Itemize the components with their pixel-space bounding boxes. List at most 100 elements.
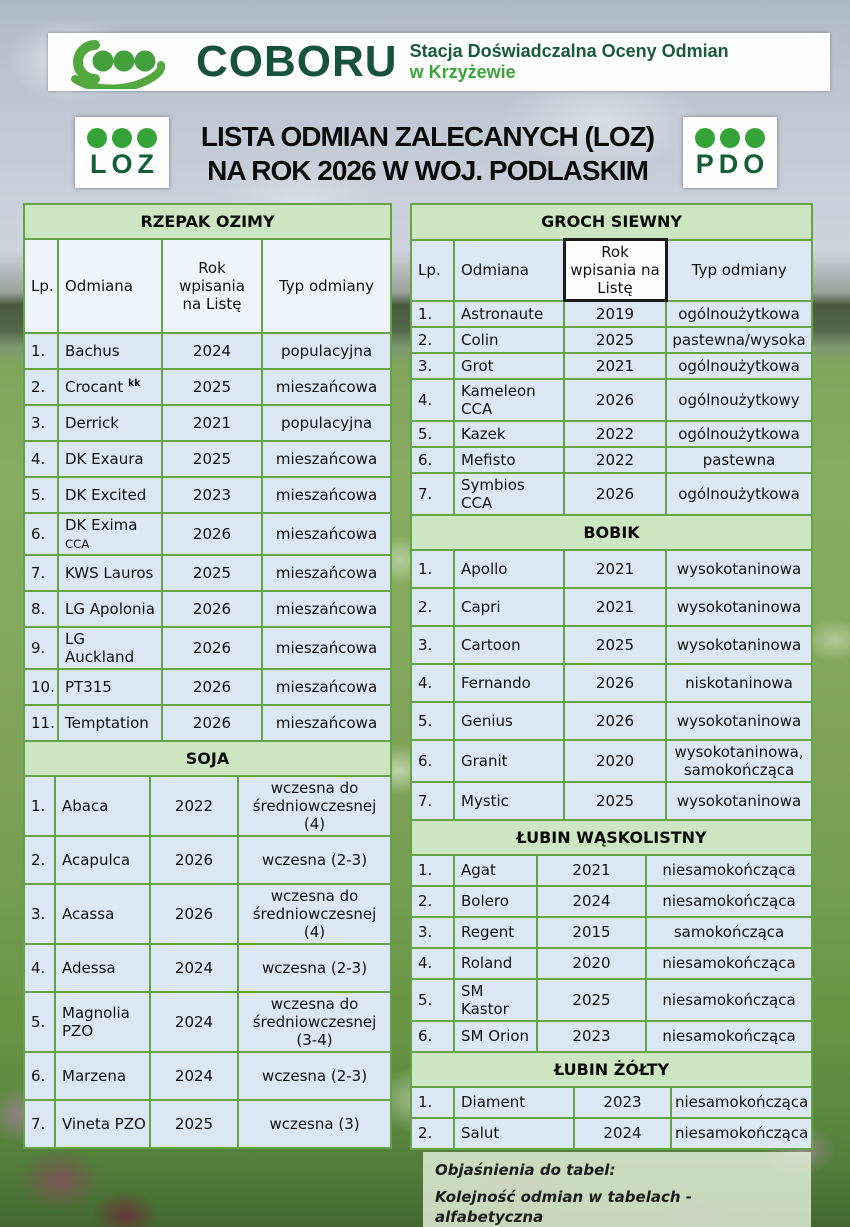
- variety-name: Crocant kk: [57, 368, 163, 406]
- column-header-label: Odmiana: [461, 261, 529, 279]
- column-header-row: Lp. Odmiana Rok wpisania na Listę Typ odmia…: [410, 238, 814, 302]
- entry-year: 2020: [563, 738, 667, 783]
- variety-type: pastewna: [664, 445, 814, 474]
- station-place-line: w Krzyżewie: [409, 62, 516, 82]
- variety-type: mieszańcowa: [261, 704, 392, 742]
- variety-type: niesamokończąca: [644, 977, 814, 1022]
- loz-label: LOZ: [90, 148, 159, 179]
- entry-year: 2025: [161, 368, 263, 406]
- row-number: 1.: [23, 775, 56, 837]
- variety-name: Grot: [453, 351, 565, 380]
- entry-year: 2023: [161, 476, 263, 514]
- variety-name: Kameleon CCA: [453, 377, 565, 422]
- row-number: 2.: [410, 325, 455, 354]
- row-number: 3.: [23, 404, 59, 442]
- row-number: 3.: [410, 915, 455, 949]
- entry-year: 2022: [149, 775, 239, 837]
- column-header-cell: Rok wpisania na Listę: [562, 238, 668, 302]
- variety-name: Acapulca: [54, 835, 151, 885]
- variety-name: Capri: [453, 586, 565, 627]
- row-number: 3.: [410, 624, 455, 665]
- entry-year: 2026: [161, 704, 263, 742]
- tables-column-right: GROCH SIEWNY Lp. Odmiana Rok wpisania na Li…: [409, 203, 814, 1227]
- table-row: 7. Symbios CCA 2026 ogólnoużytkowa: [410, 471, 814, 516]
- row-number: 4.: [410, 946, 455, 980]
- table-row: 6. Mefisto 2022 pastewna: [410, 445, 814, 474]
- variety-type: mieszańcowa: [261, 440, 392, 478]
- row-number: 1.: [23, 332, 59, 370]
- variety-name: Fernando: [453, 662, 565, 703]
- variety-name: Granit: [453, 738, 565, 783]
- variety-type: mieszańcowa: [261, 590, 392, 628]
- station-name-line: Stacja Doświadczalna Oceny Odmian: [409, 41, 729, 62]
- column-header-label: Rok wpisania na Listę: [570, 243, 660, 297]
- column-header-label: Lp.: [31, 277, 54, 295]
- column-header-cell: Rok wpisania na Listę: [161, 238, 263, 334]
- column-header-label: Typ odmiany: [278, 277, 375, 295]
- table-row: 1. Agat 2021 niesamokończąca: [410, 853, 814, 887]
- variety-name: DK Excited: [57, 476, 163, 514]
- variety-type: ogólnoużytkowa: [664, 471, 814, 516]
- explanations-box: Objaśnienia do tabel: Kolejność odmian w…: [423, 1151, 811, 1227]
- variety-type: niesamokończąca: [644, 1019, 814, 1053]
- coboru-peapod-logo-icon: [71, 40, 166, 89]
- entry-year: 2025: [563, 780, 667, 821]
- entry-year: 2023: [573, 1085, 672, 1119]
- table-row: 6. SM Orion 2023 niesamokończąca: [410, 1019, 814, 1053]
- variety-type: populacyjna: [261, 332, 392, 370]
- green-dot-icon: [137, 127, 157, 148]
- table-row: 1. Apollo 2021 wysokotaninowa: [410, 548, 814, 589]
- section-band: ŁUBIN ŻÓŁTY: [409, 1050, 814, 1088]
- variety-type: wysokotaninowa, samokończąca: [664, 738, 814, 783]
- row-number: 1.: [410, 1085, 455, 1119]
- variety-name: Apollo: [453, 548, 565, 589]
- variety-name: Cartoon: [453, 624, 565, 665]
- entry-year: 2021: [563, 586, 667, 627]
- pdo-dots-icon: [695, 127, 765, 148]
- green-dot-icon: [112, 127, 132, 148]
- column-header-label: Odmiana: [65, 277, 133, 295]
- table-row: 5. Kazek 2022 ogólnoużytkowa: [410, 419, 814, 448]
- variety-type: samokończąca: [644, 915, 814, 949]
- variety-type: ogólnoużytkowa: [664, 299, 814, 328]
- entry-year: 2025: [536, 977, 647, 1022]
- table-lubin-zolty: ŁUBIN ŻÓŁTY 1. Diament 2023 niesamokończąca 2…: [409, 1050, 814, 1150]
- row-number: 5.: [410, 977, 455, 1022]
- table-row: 11. Temptation 2026 mieszańcowa: [23, 704, 392, 742]
- variety-name: Salut: [453, 1116, 575, 1150]
- variety-type: mieszańcowa: [261, 626, 392, 670]
- entry-year: 2025: [563, 624, 667, 665]
- green-dot-icon: [87, 127, 107, 148]
- variety-name: Mystic: [453, 780, 565, 821]
- variety-type: pastewna/wysoka: [664, 325, 814, 354]
- table-row: 3. Acassa 2026 wczesna do średniowczesnej (…: [23, 883, 393, 945]
- table-row: 6. Granit 2020 wysokotaninowa, samokończąca: [410, 738, 814, 783]
- section-title-lubin-waskolistny: ŁUBIN WĄSKOLISTNY: [409, 818, 814, 856]
- table-row: 5. SM Kastor 2025 niesamokończąca: [410, 977, 814, 1022]
- entry-year: 2026: [149, 883, 239, 945]
- row-number: 10.: [23, 668, 59, 706]
- variety-type: niesamokończąca: [644, 853, 814, 887]
- variety-type: wczesna do średniowczesnej (4): [236, 883, 393, 945]
- variety-name: Astronaute: [453, 299, 565, 328]
- row-number: 11.: [23, 704, 59, 742]
- variety-type: niskotaninowa: [664, 662, 814, 703]
- table-row: 3. Derrick 2021 populacyjna: [23, 404, 392, 442]
- table-row: 7. KWS Lauros 2025 mieszańcowa: [23, 554, 392, 592]
- column-header-cell: Typ odmiany: [664, 238, 814, 302]
- station-subtitle: Stacja Doświadczalna Oceny Odmian w Krzy…: [410, 41, 729, 82]
- entry-year: 2025: [563, 325, 667, 354]
- table-row: 1. Abaca 2022 wczesna do średniowczesnej (4…: [23, 775, 393, 837]
- entry-year: 2021: [536, 853, 647, 887]
- row-number: 5.: [410, 419, 455, 448]
- section-band: BOBIK: [409, 513, 814, 551]
- variety-type: mieszańcowa: [261, 476, 392, 514]
- row-number: 4.: [410, 377, 455, 422]
- column-header-cell: Lp.: [23, 238, 59, 334]
- table-groch-siewny: GROCH SIEWNY Lp. Odmiana Rok wpisania na Li…: [409, 203, 814, 516]
- section-band: ŁUBIN WĄSKOLISTNY: [409, 818, 814, 856]
- variety-type: wysokotaninowa: [664, 780, 814, 821]
- variety-name: Derrick: [57, 404, 163, 442]
- table-rzepak-ozimy: RZEPAK OZIMY Lp. Odmiana Rok wpisania na Li…: [23, 203, 392, 742]
- table-row: 4. DK Exaura 2025 mieszańcowa: [23, 440, 392, 478]
